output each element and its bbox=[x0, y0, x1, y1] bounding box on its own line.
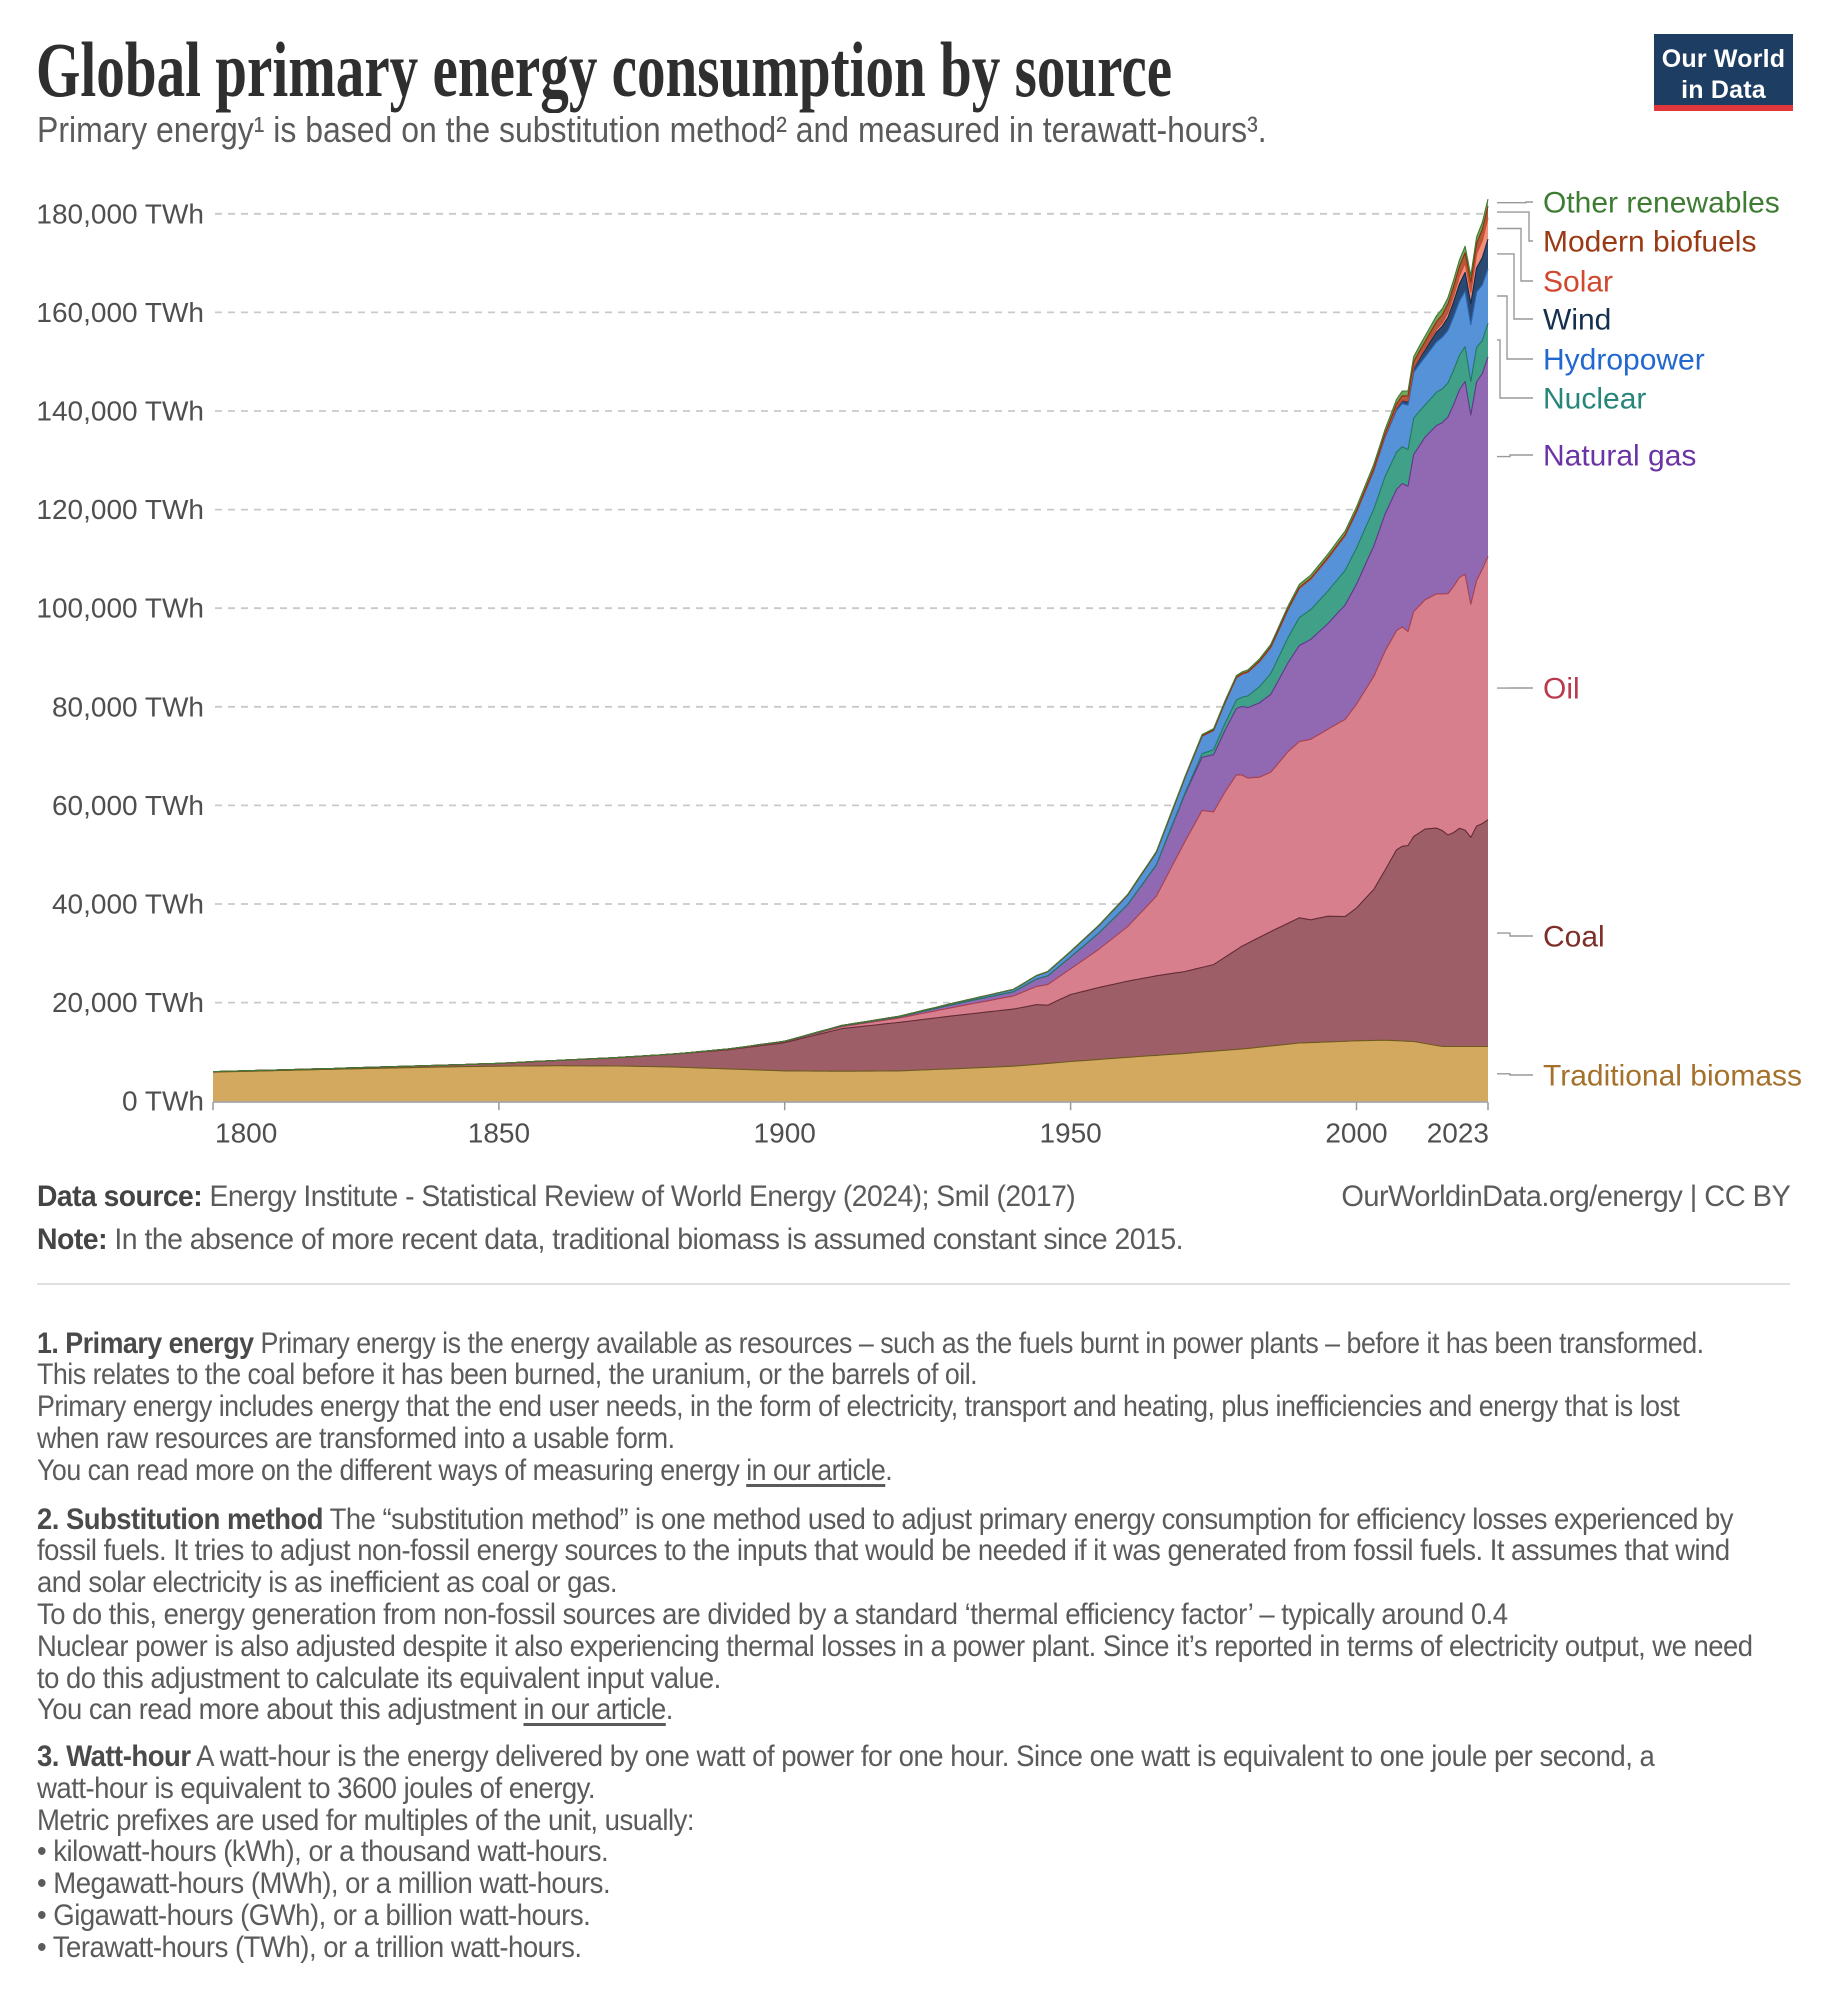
svg-text:180,000 TWh: 180,000 TWh bbox=[36, 198, 204, 229]
svg-text:160,000 TWh: 160,000 TWh bbox=[36, 297, 204, 328]
svg-text:Wind: Wind bbox=[1543, 304, 1611, 337]
svg-text:0 TWh: 0 TWh bbox=[122, 1086, 204, 1117]
svg-text:Solar: Solar bbox=[1543, 266, 1613, 299]
svg-text:Coal: Coal bbox=[1543, 921, 1605, 954]
svg-text:100,000 TWh: 100,000 TWh bbox=[36, 593, 204, 624]
svg-text:1850: 1850 bbox=[468, 1117, 530, 1148]
svg-text:Natural gas: Natural gas bbox=[1543, 440, 1696, 473]
svg-text:2023: 2023 bbox=[1427, 1117, 1489, 1148]
svg-text:Hydropower: Hydropower bbox=[1543, 344, 1705, 377]
svg-text:Modern biofuels: Modern biofuels bbox=[1543, 226, 1756, 259]
svg-text:2000: 2000 bbox=[1325, 1117, 1387, 1148]
svg-text:1900: 1900 bbox=[754, 1117, 816, 1148]
svg-text:60,000 TWh: 60,000 TWh bbox=[52, 790, 204, 821]
svg-text:Other renewables: Other renewables bbox=[1543, 187, 1780, 220]
svg-text:80,000 TWh: 80,000 TWh bbox=[52, 691, 204, 722]
svg-text:40,000 TWh: 40,000 TWh bbox=[52, 889, 204, 920]
svg-text:1950: 1950 bbox=[1039, 1117, 1101, 1148]
svg-text:Oil: Oil bbox=[1543, 673, 1580, 706]
svg-text:140,000 TWh: 140,000 TWh bbox=[36, 396, 204, 427]
svg-text:120,000 TWh: 120,000 TWh bbox=[36, 494, 204, 525]
svg-text:1800: 1800 bbox=[215, 1117, 277, 1148]
svg-text:20,000 TWh: 20,000 TWh bbox=[52, 987, 204, 1018]
svg-text:Traditional biomass: Traditional biomass bbox=[1543, 1060, 1802, 1093]
svg-text:Nuclear: Nuclear bbox=[1543, 383, 1646, 416]
